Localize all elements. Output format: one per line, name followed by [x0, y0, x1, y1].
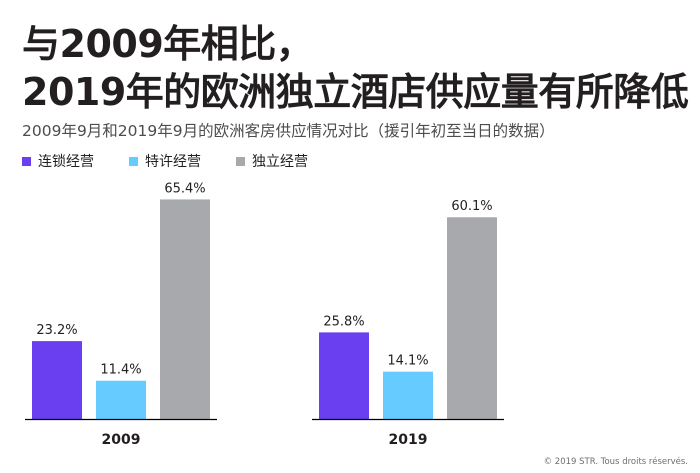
- bar-2009-chain: [32, 341, 82, 419]
- x-tick-label-2019: 2019: [389, 432, 428, 448]
- legend-item-franchise: 特许经营: [129, 151, 201, 171]
- legend-swatch-franchise: [129, 156, 138, 166]
- x-tick-label-2009: 2009: [102, 432, 141, 448]
- copyright-notice: © 2019 STR. Tous droits réservés.: [543, 457, 688, 467]
- bar-2019-chain: [319, 332, 369, 419]
- data-label-2009-independent: 65.4%: [164, 181, 205, 196]
- legend-swatch-chain: [22, 156, 31, 166]
- legend-label-chain: 连锁经营: [38, 154, 94, 170]
- legend-label-independent: 独立经营: [252, 154, 308, 170]
- legend-item-independent: 独立经营: [236, 151, 308, 171]
- bar-2019-independent: [447, 217, 497, 419]
- legend-swatch-independent: [236, 156, 245, 166]
- data-label-2019-chain: 25.8%: [323, 314, 364, 329]
- data-label-2019-franchise: 14.1%: [387, 354, 428, 369]
- chart-title-line-2: 2019年的欧洲独立酒店供应量有所降低: [22, 70, 689, 114]
- legend-item-chain: 连锁经营: [22, 151, 94, 171]
- data-label-2009-franchise: 11.4%: [100, 363, 141, 378]
- chart-title-line-1: 与2009年相比，: [22, 22, 314, 66]
- bar-2009-franchise: [96, 380, 146, 419]
- legend-label-franchise: 特许经营: [145, 154, 201, 170]
- chart-subtitle: 2009年9月和2019年9月的欧洲客房供应情况对比（援引年初至当日的数据）: [22, 122, 555, 140]
- bar-2019-franchise: [383, 371, 433, 419]
- data-label-2009-chain: 23.2%: [36, 323, 77, 338]
- data-label-2019-independent: 60.1%: [451, 199, 492, 214]
- bar-2009-independent: [160, 199, 210, 419]
